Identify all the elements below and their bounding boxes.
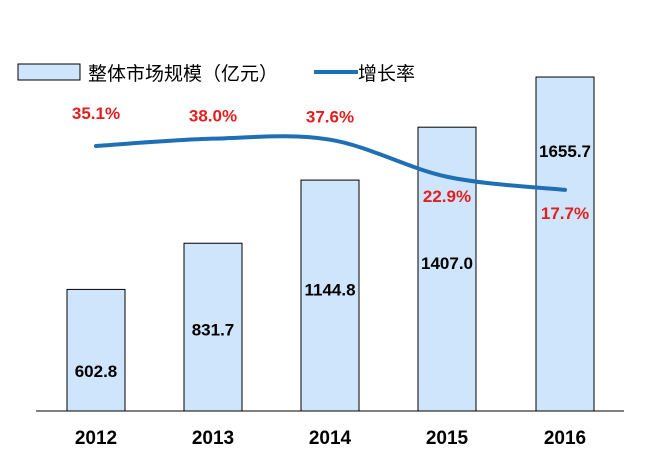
rate-value-label-2012: 35.1% [72,104,120,123]
bar-series [66,76,595,412]
growth-rate-line [94,134,567,192]
bar-2016 [535,76,595,412]
bar-value-label-2014: 1144.8 [304,281,355,300]
rate-value-label-2016: 17.7% [541,204,589,223]
bar-value-label-2015: 1407.0 [421,254,473,273]
bar-value-label-2012: 602.8 [75,362,118,381]
bar-value-label-2013: 831.7 [192,321,235,340]
rate-value-label-2013: 38.0% [189,107,237,126]
x-tick-2014: 2014 [309,428,352,449]
x-tick-2013: 2013 [192,428,234,449]
legend-line-label: 增长率 [358,63,415,85]
bar-value-labels: 602.8 831.7 1144.8 1407.0 1655.7 [75,142,591,381]
rate-value-label-2015: 22.9% [423,187,471,206]
legend: 整体市场规模（亿元） 增长率 [17,63,415,85]
rate-value-labels: 35.1% 38.0% 37.6% 22.9% 17.7% [72,104,589,223]
bar-value-label-2016: 1655.7 [539,142,591,161]
x-tick-labels: 2012 2013 2014 2015 2016 [75,428,586,449]
bar-2012 [66,288,126,412]
x-tick-2016: 2016 [544,428,586,449]
bar-2014 [300,179,360,412]
legend-bar-swatch [17,63,81,81]
legend-bar-label: 整体市场规模（亿元） [88,63,278,85]
rate-value-label-2014: 37.6% [306,108,354,127]
x-tick-2012: 2012 [75,428,117,449]
x-tick-2015: 2015 [426,428,469,449]
